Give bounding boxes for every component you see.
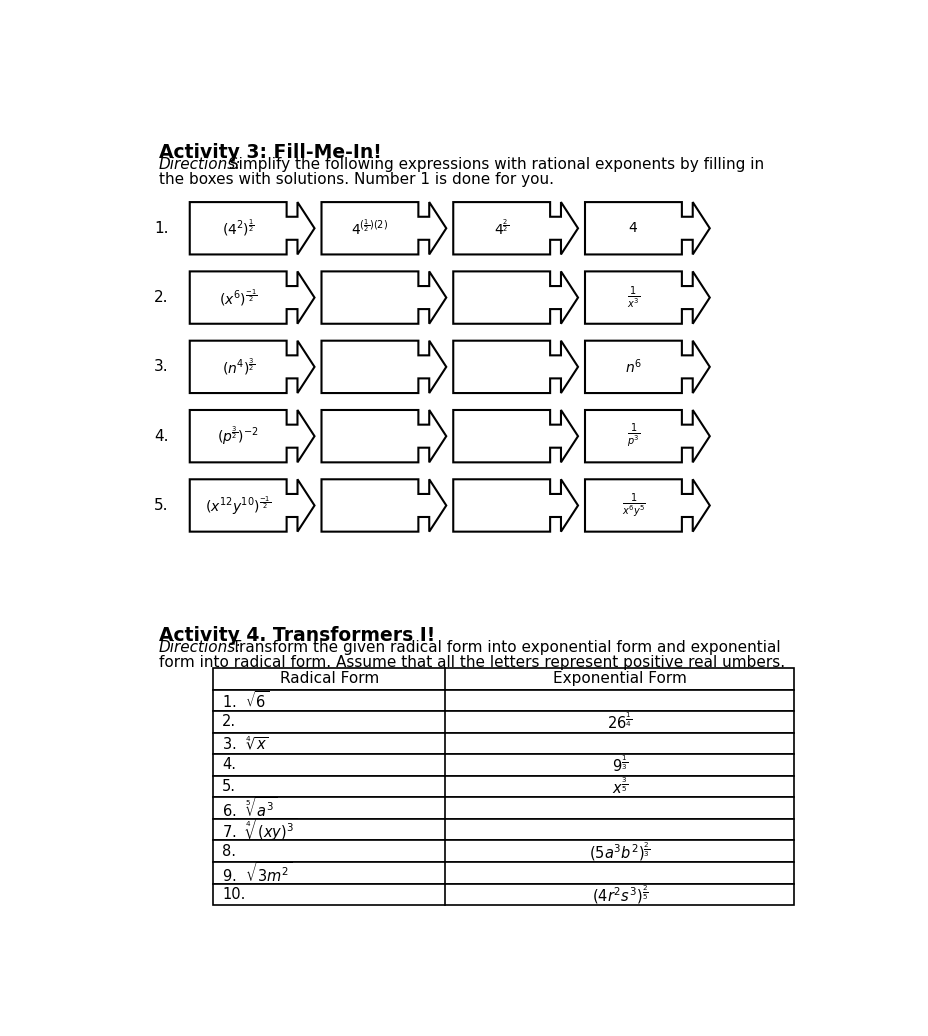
Text: Radical Form: Radical Form (279, 671, 379, 686)
Polygon shape (189, 410, 315, 462)
Polygon shape (189, 271, 315, 323)
Polygon shape (321, 341, 445, 393)
Text: $(4^2)^{\frac{1}{2}}$: $(4^2)^{\frac{1}{2}}$ (222, 219, 254, 238)
Text: $9^{\frac{1}{3}}$: $9^{\frac{1}{3}}$ (612, 754, 627, 775)
Text: $4^{(\frac{1}{2})(2)}$: $4^{(\frac{1}{2})(2)}$ (351, 219, 388, 238)
Text: 3.: 3. (154, 359, 169, 374)
Text: 5.: 5. (222, 779, 236, 794)
Polygon shape (585, 271, 709, 323)
Text: 6.  $\sqrt[5]{a^3}$: 6. $\sqrt[5]{a^3}$ (222, 796, 277, 821)
Bar (213, 732, 793, 754)
Polygon shape (321, 410, 445, 462)
Text: Directions:: Directions: (159, 640, 241, 655)
Polygon shape (189, 202, 315, 255)
Polygon shape (453, 341, 577, 393)
Text: $\frac{1}{x^6y^5}$: $\frac{1}{x^6y^5}$ (621, 491, 645, 519)
Text: Transform the given radical form into exponential form and exponential: Transform the given radical form into ex… (226, 640, 780, 655)
Bar (213, 754, 793, 776)
Polygon shape (585, 480, 709, 531)
Text: 1.: 1. (154, 221, 169, 236)
Text: the boxes with solutions. Number 1 is done for you.: the boxes with solutions. Number 1 is do… (159, 172, 553, 188)
Text: $n^6$: $n^6$ (625, 357, 641, 376)
Text: $4$: $4$ (627, 222, 638, 235)
Text: Directions:: Directions: (159, 157, 241, 172)
Bar (213, 818, 793, 840)
Text: 2.: 2. (222, 715, 236, 729)
Polygon shape (321, 202, 445, 255)
Text: form into radical form. Assume that all the letters represent positive real umbe: form into radical form. Assume that all … (159, 655, 784, 670)
Polygon shape (453, 480, 577, 531)
Polygon shape (453, 202, 577, 255)
Text: 4.: 4. (222, 757, 236, 773)
Text: Activity 4. Transformers I!: Activity 4. Transformers I! (159, 626, 434, 644)
Text: 7.  $\sqrt[4]{(xy)^3}$: 7. $\sqrt[4]{(xy)^3}$ (222, 816, 297, 843)
Polygon shape (585, 410, 709, 462)
Text: $x^{\frac{3}{5}}$: $x^{\frac{3}{5}}$ (611, 776, 627, 797)
Polygon shape (453, 410, 577, 462)
Polygon shape (321, 271, 445, 323)
Text: 5.: 5. (154, 498, 169, 513)
Polygon shape (321, 480, 445, 531)
Bar (213, 711, 793, 732)
Text: $(n^4)^{\frac{3}{2}}$: $(n^4)^{\frac{3}{2}}$ (221, 356, 254, 377)
Text: $(p^{\frac{3}{2}})^{-2}$: $(p^{\frac{3}{2}})^{-2}$ (217, 425, 259, 448)
Text: 1.  $\sqrt{6}$: 1. $\sqrt{6}$ (222, 690, 269, 711)
Text: $\frac{1}{x^3}$: $\frac{1}{x^3}$ (626, 285, 639, 311)
Text: 9.  $\sqrt{3m^2}$: 9. $\sqrt{3m^2}$ (222, 861, 292, 885)
Text: $(x^6)^{\frac{-1}{2}}$: $(x^6)^{\frac{-1}{2}}$ (219, 287, 257, 308)
Bar (213, 862, 793, 884)
Text: $(x^{12}y^{10})^{\frac{-1}{2}}$: $(x^{12}y^{10})^{\frac{-1}{2}}$ (205, 494, 271, 517)
Bar (213, 798, 793, 818)
Bar (213, 840, 793, 862)
Polygon shape (453, 271, 577, 323)
Text: Simplify the following expressions with rational exponents by filling in: Simplify the following expressions with … (224, 157, 763, 172)
Polygon shape (585, 202, 709, 255)
Text: 4.: 4. (154, 429, 169, 443)
Text: $(4r^2s^3)^{\frac{2}{5}}$: $(4r^2s^3)^{\frac{2}{5}}$ (591, 883, 648, 905)
Text: 2.: 2. (154, 290, 169, 305)
Polygon shape (189, 480, 315, 531)
Bar (213, 776, 793, 798)
Bar (213, 884, 793, 905)
Text: $(5a^3b^2)^{\frac{2}{3}}$: $(5a^3b^2)^{\frac{2}{3}}$ (588, 840, 650, 863)
Text: Activity 3: Fill-Me-In!: Activity 3: Fill-Me-In! (159, 143, 381, 162)
Text: Exponential Form: Exponential Form (552, 671, 686, 686)
Polygon shape (189, 341, 315, 393)
Bar (213, 690, 793, 711)
Text: 8.: 8. (222, 843, 236, 859)
Text: 10.: 10. (222, 887, 245, 901)
Text: $4^{\frac{2}{2}}$: $4^{\frac{2}{2}}$ (494, 219, 509, 238)
Text: $\frac{1}{p^3}$: $\frac{1}{p^3}$ (626, 422, 639, 451)
Bar (213, 668, 793, 690)
Polygon shape (585, 341, 709, 393)
Text: 3.  $\sqrt[4]{x}$: 3. $\sqrt[4]{x}$ (222, 735, 269, 752)
Text: $26^{\frac{1}{4}}$: $26^{\frac{1}{4}}$ (607, 712, 632, 732)
